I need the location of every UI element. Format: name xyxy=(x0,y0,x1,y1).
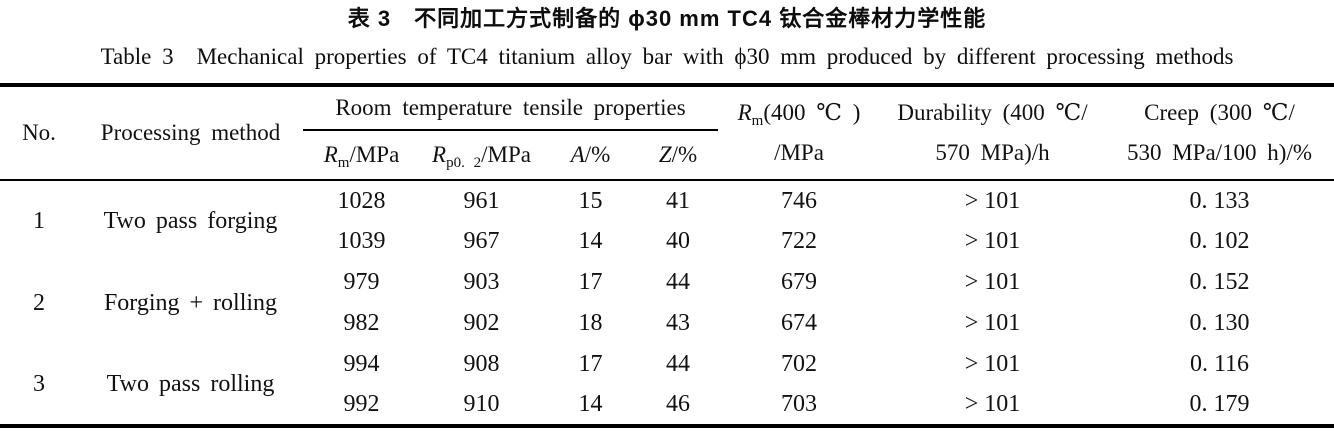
header-line-2: 570 MPa)/h xyxy=(935,140,1050,165)
symbol-R: R xyxy=(737,100,752,125)
cell-rm400: 674 xyxy=(781,310,817,336)
cell-a: 17 xyxy=(578,351,603,377)
cell-rp02: 961 xyxy=(463,187,500,214)
cell-durability: > 101 xyxy=(964,187,1021,214)
col-header-durability: Durability (400 ℃/ 570 MPa)/h xyxy=(880,85,1105,181)
cell-durability: > 101 xyxy=(964,391,1021,417)
cell-processing-method: Forging + rolling xyxy=(103,289,278,316)
header-text: (400 ℃ ) xyxy=(763,100,861,125)
table-title-zh: 表 3 不同加工方式制备的 ϕ30 mm TC4 钛合金棒材力学性能 xyxy=(347,6,987,31)
cell-creep: 0. 130 xyxy=(1189,310,1250,336)
col-header-z: Z/% xyxy=(638,130,718,181)
header-line-1: Creep (300 ℃/ xyxy=(1144,100,1295,125)
cell-processing-method: Two pass rolling xyxy=(106,370,275,397)
cell-no: 2 xyxy=(33,289,45,316)
cell-rm: 979 xyxy=(343,269,380,295)
col-header-a: A/% xyxy=(543,130,638,181)
col-header-group-room-temp: Room temperature tensile properties xyxy=(303,85,718,131)
table-row: 2 Forging + rolling 979 903 17 44 679 > … xyxy=(0,262,1334,316)
cell-z: 44 xyxy=(666,269,690,295)
cell-rm400: 722 xyxy=(781,228,817,254)
cell-creep: 0. 116 xyxy=(1189,351,1250,377)
header-text: /MPa xyxy=(349,142,400,167)
subscript-p02: p0. 2 xyxy=(446,155,482,171)
col-header-rm: Rm/MPa xyxy=(303,130,420,181)
cell-z: 44 xyxy=(666,351,690,377)
cell-rm: 982 xyxy=(343,310,380,336)
col-header-rm-400c: Rm(400 ℃ ) /MPa xyxy=(718,85,880,181)
subscript-m: m xyxy=(337,155,350,171)
subscript-m: m xyxy=(751,113,764,129)
table-row: 992 910 14 46 703 > 101 0. 179 xyxy=(0,385,1334,426)
header-text: /MPa xyxy=(481,142,531,167)
cell-a: 14 xyxy=(578,391,603,417)
cell-durability: > 101 xyxy=(964,310,1021,336)
cell-rp02: 910 xyxy=(463,391,500,417)
header-line-1: Durability (400 ℃/ xyxy=(897,100,1088,125)
cell-a: 15 xyxy=(578,187,603,214)
cell-creep: 0. 179 xyxy=(1189,391,1250,417)
cell-no: 3 xyxy=(33,370,45,397)
header-row-1: No. Processing method Room temperature t… xyxy=(0,85,1334,181)
cell-rp02: 902 xyxy=(463,310,500,336)
table-row: 1 Two pass forging 1028 961 15 41 746 > … xyxy=(0,180,1334,235)
cell-creep: 0. 133 xyxy=(1189,187,1250,214)
symbol-A: A xyxy=(570,142,585,167)
table-row: 1039 967 14 40 722 > 101 0. 102 xyxy=(0,221,1334,262)
cell-a: 18 xyxy=(578,310,603,336)
col-header-creep: Creep (300 ℃/ 530 MPa/100 h)/% xyxy=(1105,85,1334,181)
col-header-processing-method: Processing method xyxy=(78,85,303,181)
cell-durability: > 101 xyxy=(964,228,1021,254)
cell-rm: 1028 xyxy=(337,187,386,214)
cell-a: 17 xyxy=(578,269,603,295)
header-text: /% xyxy=(584,142,611,167)
header-row-2: Rm/MPa Rp0. 2/MPa A/% Z/% xyxy=(0,130,1334,181)
col-header-no: No. xyxy=(0,85,78,181)
cell-rm400: 703 xyxy=(781,391,817,417)
symbol-Z: Z xyxy=(658,142,672,167)
cell-rm400: 746 xyxy=(781,187,817,214)
cell-rp02: 967 xyxy=(463,228,500,254)
cell-rm400: 679 xyxy=(781,269,817,295)
cell-rp02: 908 xyxy=(463,351,500,377)
cell-no: 1 xyxy=(33,208,45,234)
cell-rm400: 702 xyxy=(781,351,817,377)
cell-rm: 992 xyxy=(343,391,380,417)
table-row: 982 902 18 43 674 > 101 0. 130 xyxy=(0,303,1334,344)
cell-processing-method: Two pass forging xyxy=(103,208,278,234)
cell-rm: 1039 xyxy=(337,228,386,254)
header-line-2: /MPa xyxy=(774,140,824,165)
header-line-1: Rm(400 ℃ ) xyxy=(718,93,880,133)
header-text: /% xyxy=(671,142,698,167)
symbol-R: R xyxy=(323,142,338,167)
mechanical-properties-table: No. Processing method Room temperature t… xyxy=(0,83,1334,428)
table-title-en: Table 3 Mechanical properties of TC4 tit… xyxy=(100,44,1234,69)
cell-rp02: 903 xyxy=(463,269,500,295)
cell-durability: > 101 xyxy=(964,269,1021,295)
symbol-R: R xyxy=(432,142,447,167)
header-line-2: 530 MPa/100 h)/% xyxy=(1126,140,1313,165)
cell-creep: 0. 102 xyxy=(1189,228,1250,254)
cell-z: 43 xyxy=(666,310,690,336)
cell-rm: 994 xyxy=(343,351,380,377)
col-header-rp02: Rp0. 2/MPa xyxy=(420,130,543,181)
cell-a: 14 xyxy=(578,228,603,254)
cell-z: 41 xyxy=(666,187,690,214)
cell-creep: 0. 152 xyxy=(1189,269,1250,295)
cell-durability: > 101 xyxy=(964,351,1021,377)
cell-z: 46 xyxy=(666,391,690,417)
table-row: 3 Two pass rolling 994 908 17 44 702 > 1… xyxy=(0,344,1334,397)
cell-z: 40 xyxy=(666,228,690,254)
